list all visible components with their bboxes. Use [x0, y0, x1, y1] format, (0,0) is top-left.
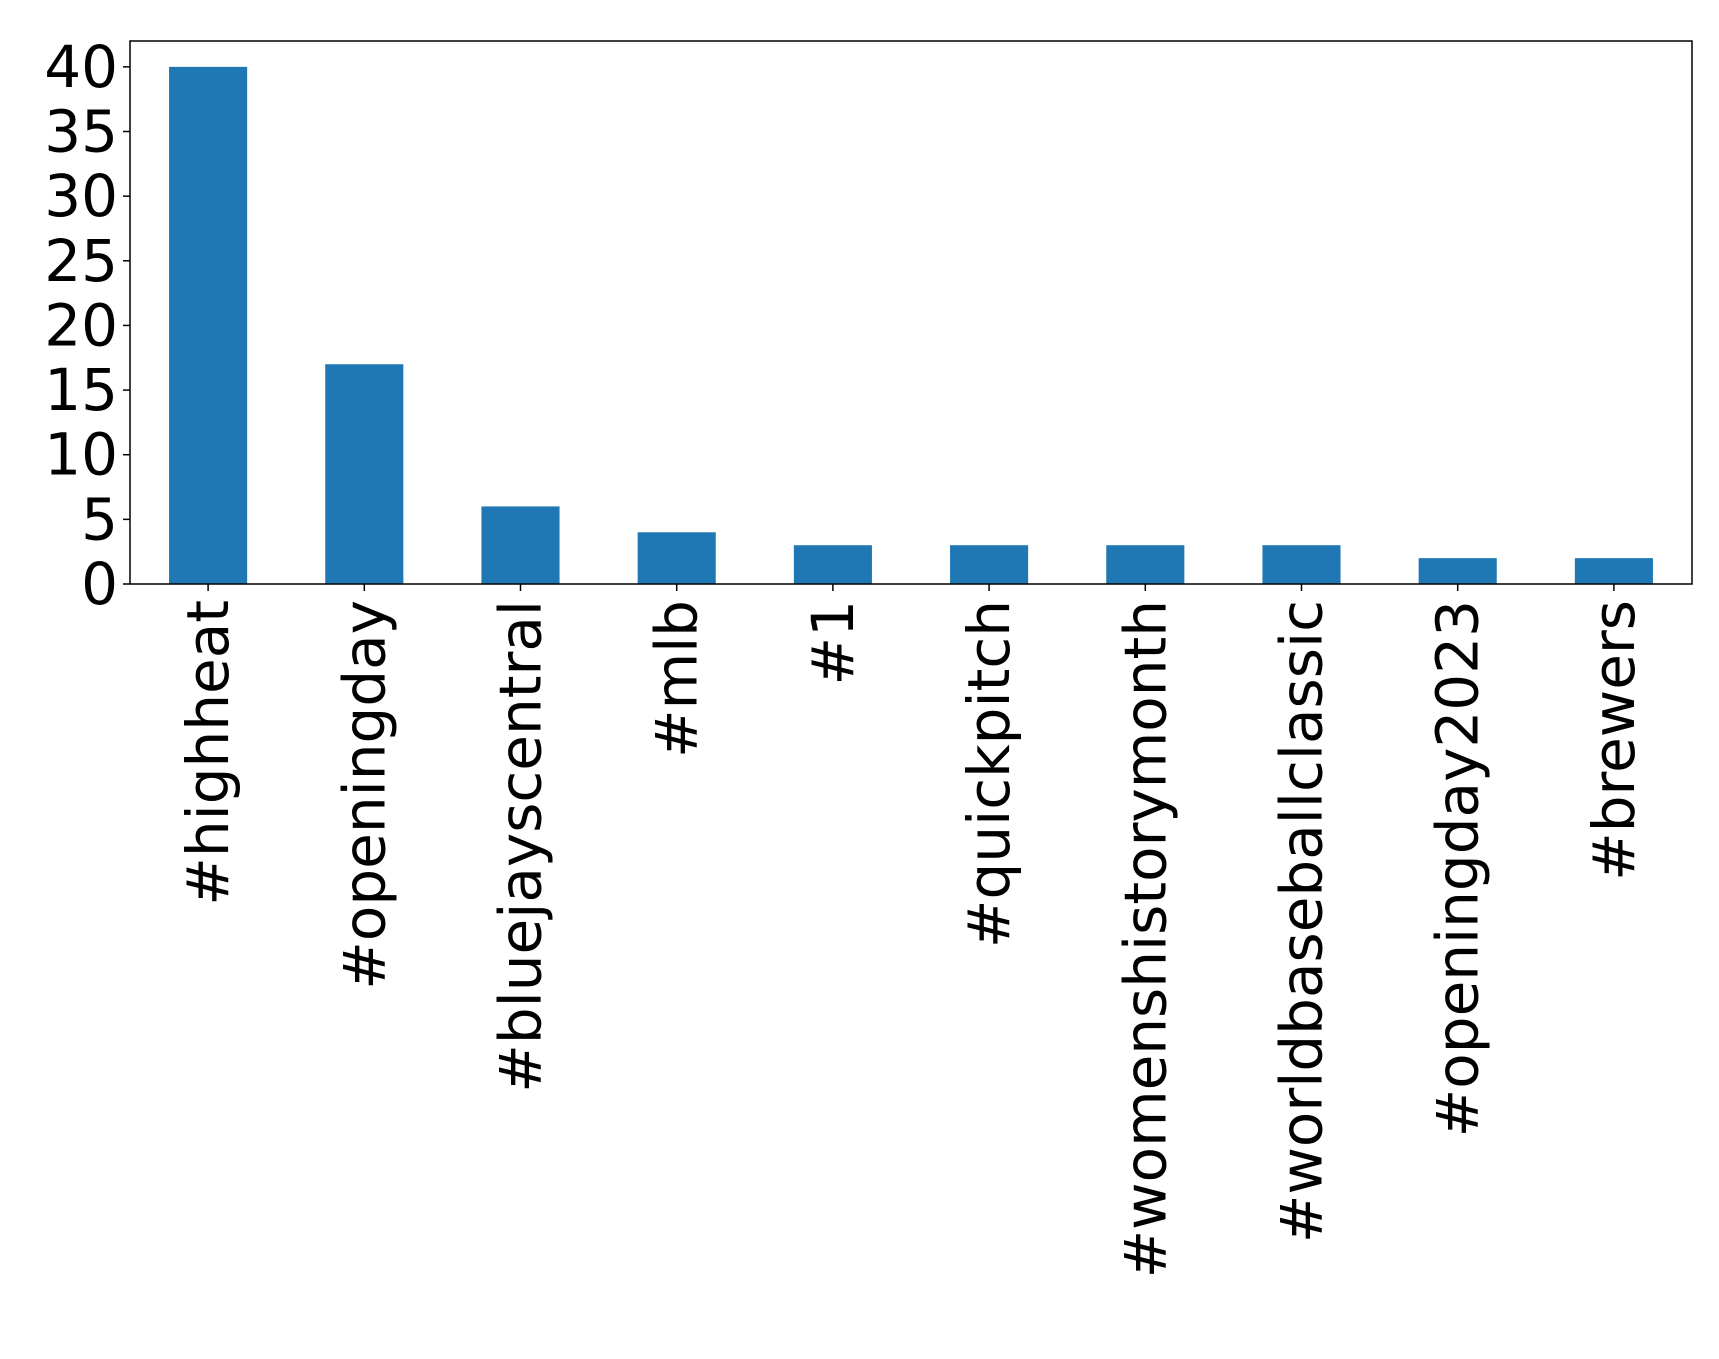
bar-mlb [637, 532, 716, 584]
bar-highheat [169, 66, 248, 585]
y-tick-label: 25 [44, 227, 118, 295]
y-tick-label: 15 [44, 356, 118, 424]
x-tick-label: #quickpitch [955, 600, 1023, 948]
bars-layer [169, 66, 1653, 585]
x-tick-label: #openingday [330, 600, 398, 990]
x-tick-label: #highheat [174, 600, 242, 906]
y-tick-label: 0 [81, 550, 118, 618]
bar-quickpitch [950, 545, 1029, 584]
bar-openingday2023 [1418, 558, 1497, 584]
plot-frame [129, 40, 1693, 585]
bar-bluejayscentral [481, 506, 560, 584]
x-tick-label: #openingday2023 [1424, 600, 1492, 1137]
x-axis-ticks: #highheat #openingday #bluejayscentral #mlb… [174, 584, 1648, 1278]
x-tick-label: #mlb [643, 600, 711, 758]
x-tick-label: #brewers [1580, 600, 1648, 881]
x-tick-label: #bluejayscentral [487, 600, 555, 1093]
y-tick-label: 5 [81, 485, 118, 553]
y-tick-label: 20 [44, 291, 118, 359]
bar-brewers [1574, 558, 1653, 584]
y-tick-label: 30 [44, 162, 118, 230]
x-tick-label: #worldbaseballclassic [1268, 600, 1336, 1243]
bar-openingday [325, 364, 404, 584]
y-tick-label: 40 [44, 33, 118, 101]
bar-worldbaseballclassic [1262, 545, 1341, 584]
bar-1 [793, 545, 872, 584]
x-tick-label: #womenshistorymonth [1111, 600, 1179, 1278]
bar-womenshistorymonth [1106, 545, 1185, 584]
y-tick-label: 35 [44, 98, 118, 166]
y-tick-label: 10 [44, 421, 118, 489]
x-tick-label: #1 [799, 600, 867, 686]
